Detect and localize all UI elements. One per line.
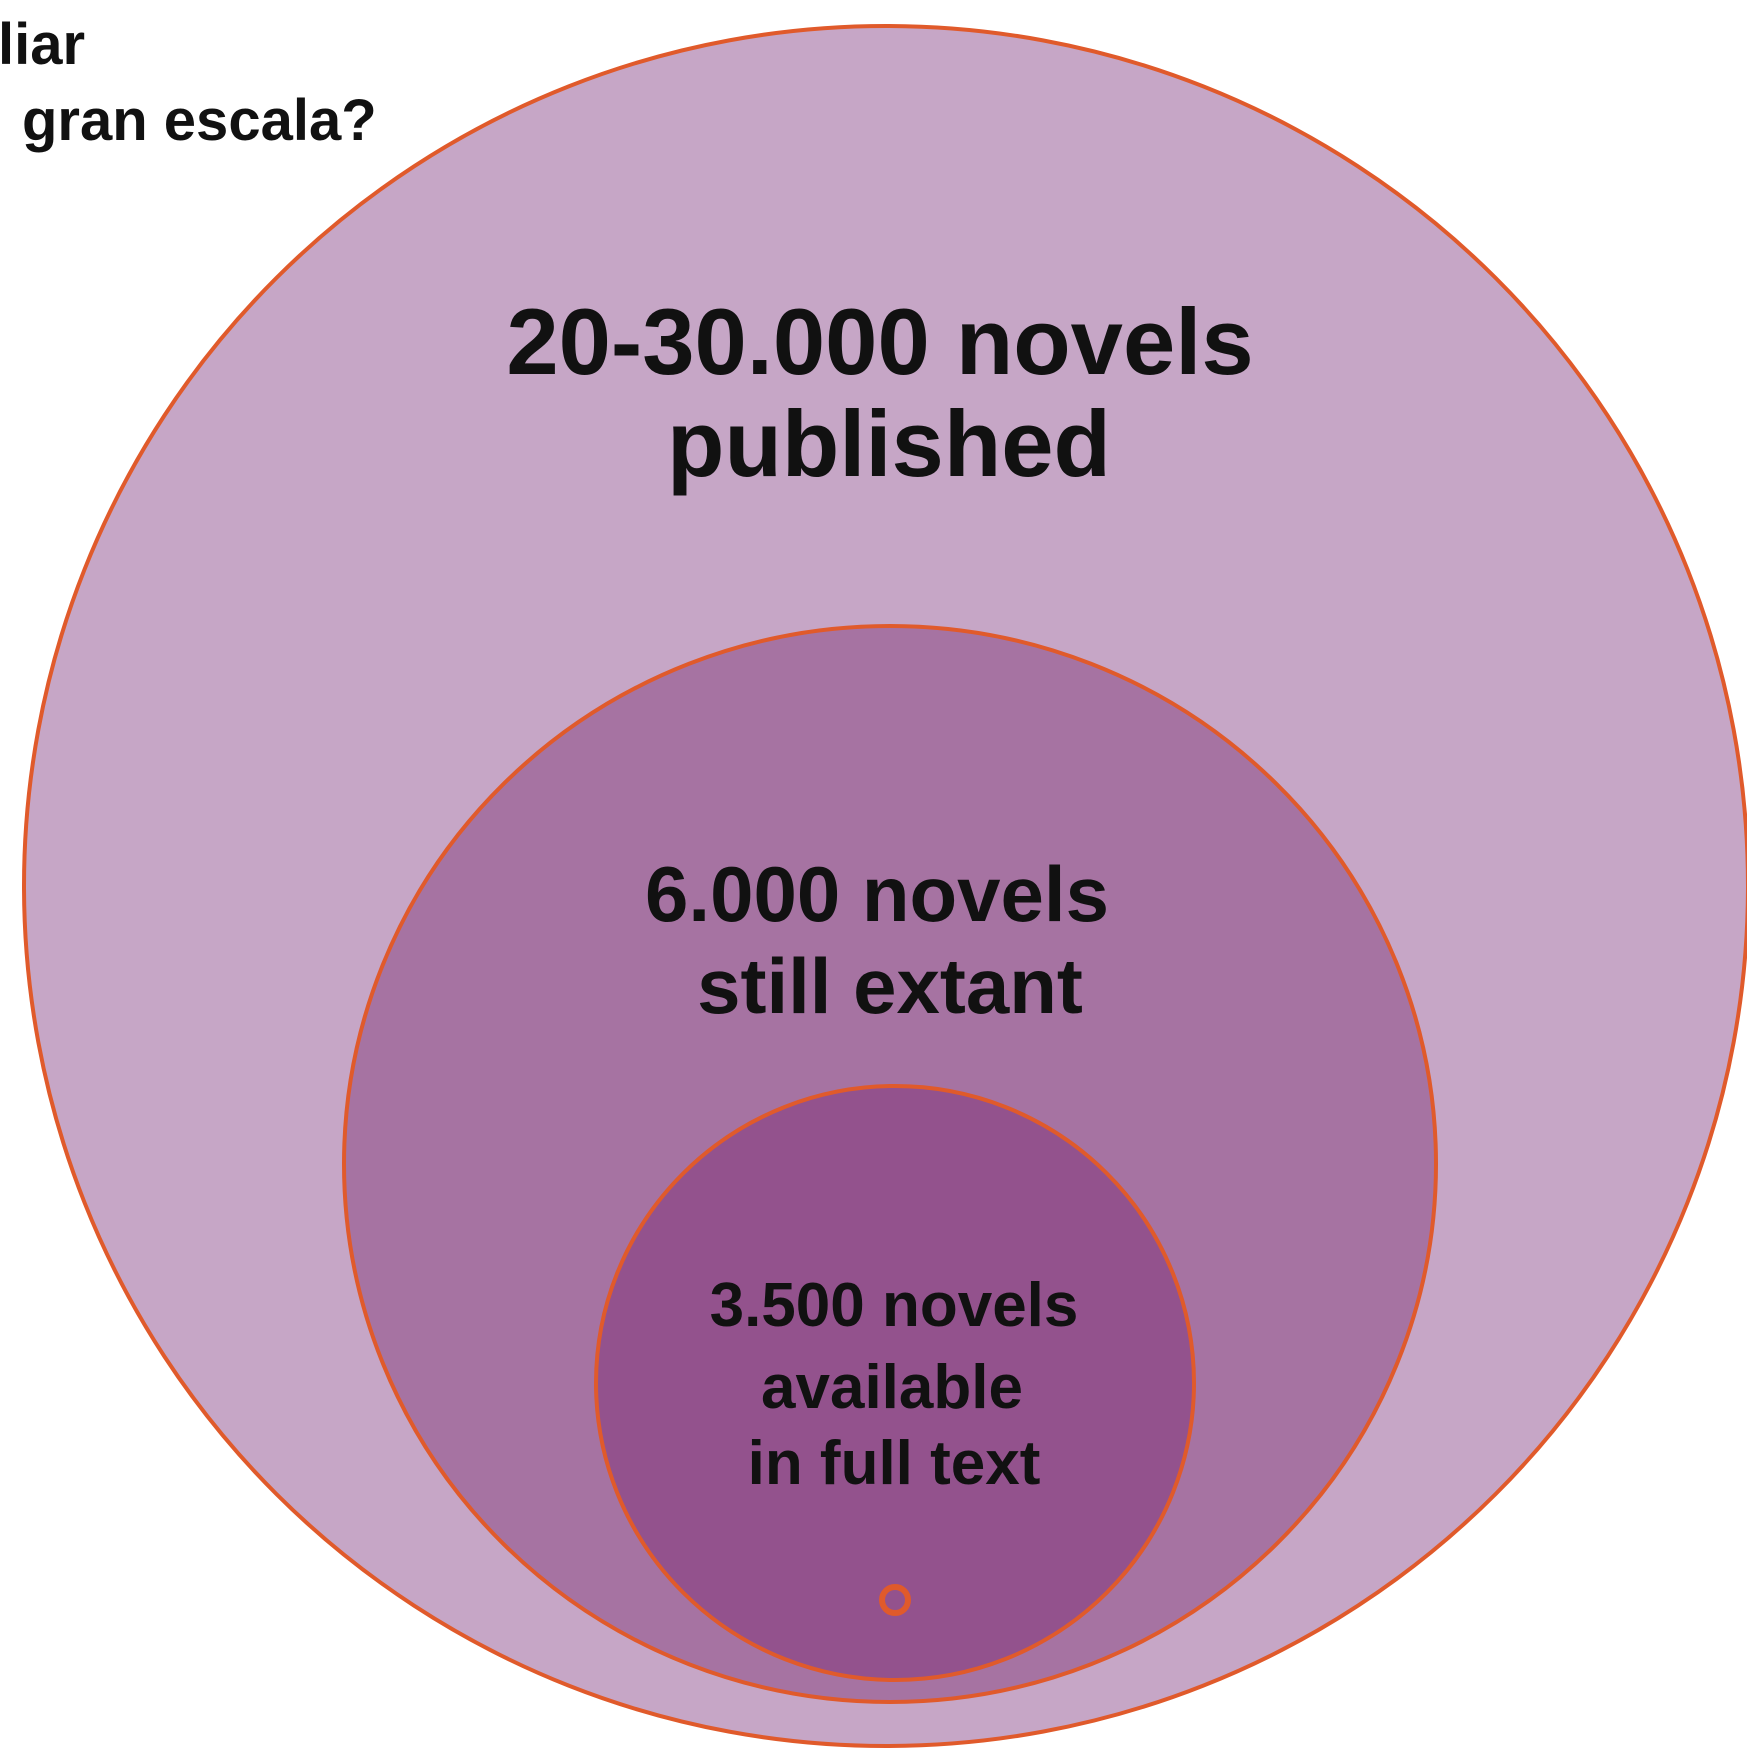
published-label-line-2: published (667, 391, 1111, 496)
full-text-label-line-2: available (761, 1353, 1023, 1422)
full-text-label-line-3: in full text (748, 1429, 1041, 1498)
full-text-label-line-1: 3.500 novels (710, 1271, 1079, 1340)
extant-label-line-1: 6.000 novels (645, 850, 1109, 938)
heading-line-1: liar (0, 12, 85, 77)
published-label-line-1: 20-30.000 novels (506, 289, 1253, 394)
heading-line-2: gran escala? (22, 88, 377, 153)
full-text-circle (594, 1084, 1196, 1682)
small-dot (879, 1584, 911, 1616)
extant-label-line-2: still extant (697, 942, 1083, 1030)
